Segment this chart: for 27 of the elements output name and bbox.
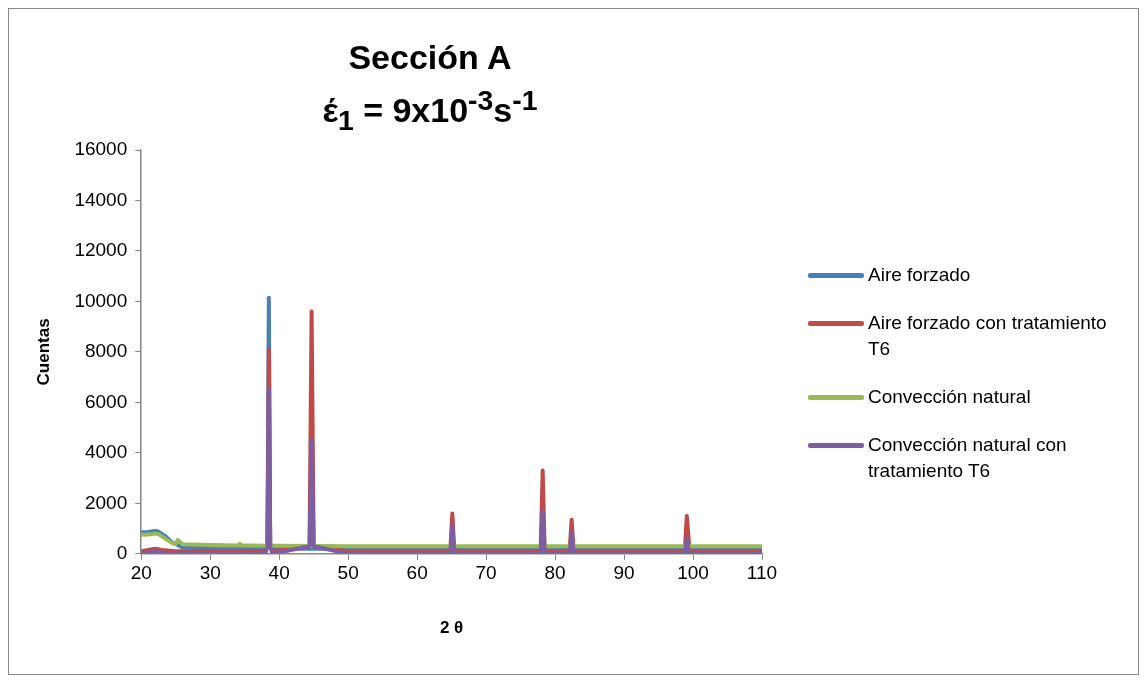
y-tick-label: 4000 — [84, 441, 128, 463]
legend-label: Convección natural — [868, 385, 1031, 409]
legend-label: Convección natural con tratamiento T6 — [868, 433, 1068, 483]
legend-label: Aire forzado con tratamiento T6 — [868, 311, 1108, 361]
x-tick-label: 50 — [337, 562, 359, 584]
x-tick-label: 20 — [130, 562, 152, 584]
y-tick-label: 6000 — [84, 390, 128, 412]
y-tick-label: 8000 — [84, 340, 128, 362]
y-tick-label: 12000 — [74, 239, 128, 261]
y-axis-title: Cuentas — [33, 318, 53, 386]
y-tick-label: 16000 — [74, 138, 128, 160]
y-tick-label: 14000 — [74, 188, 128, 210]
x-tick-label: 80 — [544, 562, 566, 584]
x-tick-label: 60 — [406, 562, 428, 584]
y-tick-label: 2000 — [84, 491, 128, 513]
x-axis-title: 2 θ — [439, 618, 464, 638]
x-tick-label: 90 — [613, 562, 635, 584]
y-tick-label: 10000 — [74, 289, 128, 311]
chart-title: Sección A — [347, 38, 513, 77]
x-tick-label: 30 — [199, 562, 221, 584]
x-tick-label: 110 — [746, 562, 778, 584]
y-tick-label: 0 — [116, 542, 128, 564]
legend-label: Aire forzado — [868, 263, 971, 287]
x-tick-label: 100 — [677, 562, 709, 584]
x-tick-label: 40 — [268, 562, 290, 584]
chart-subtitle: έ$_{1}$ = 9x10$^{-3}$s$^{-1}$ — [321, 84, 539, 138]
x-tick-label: 70 — [475, 562, 497, 584]
